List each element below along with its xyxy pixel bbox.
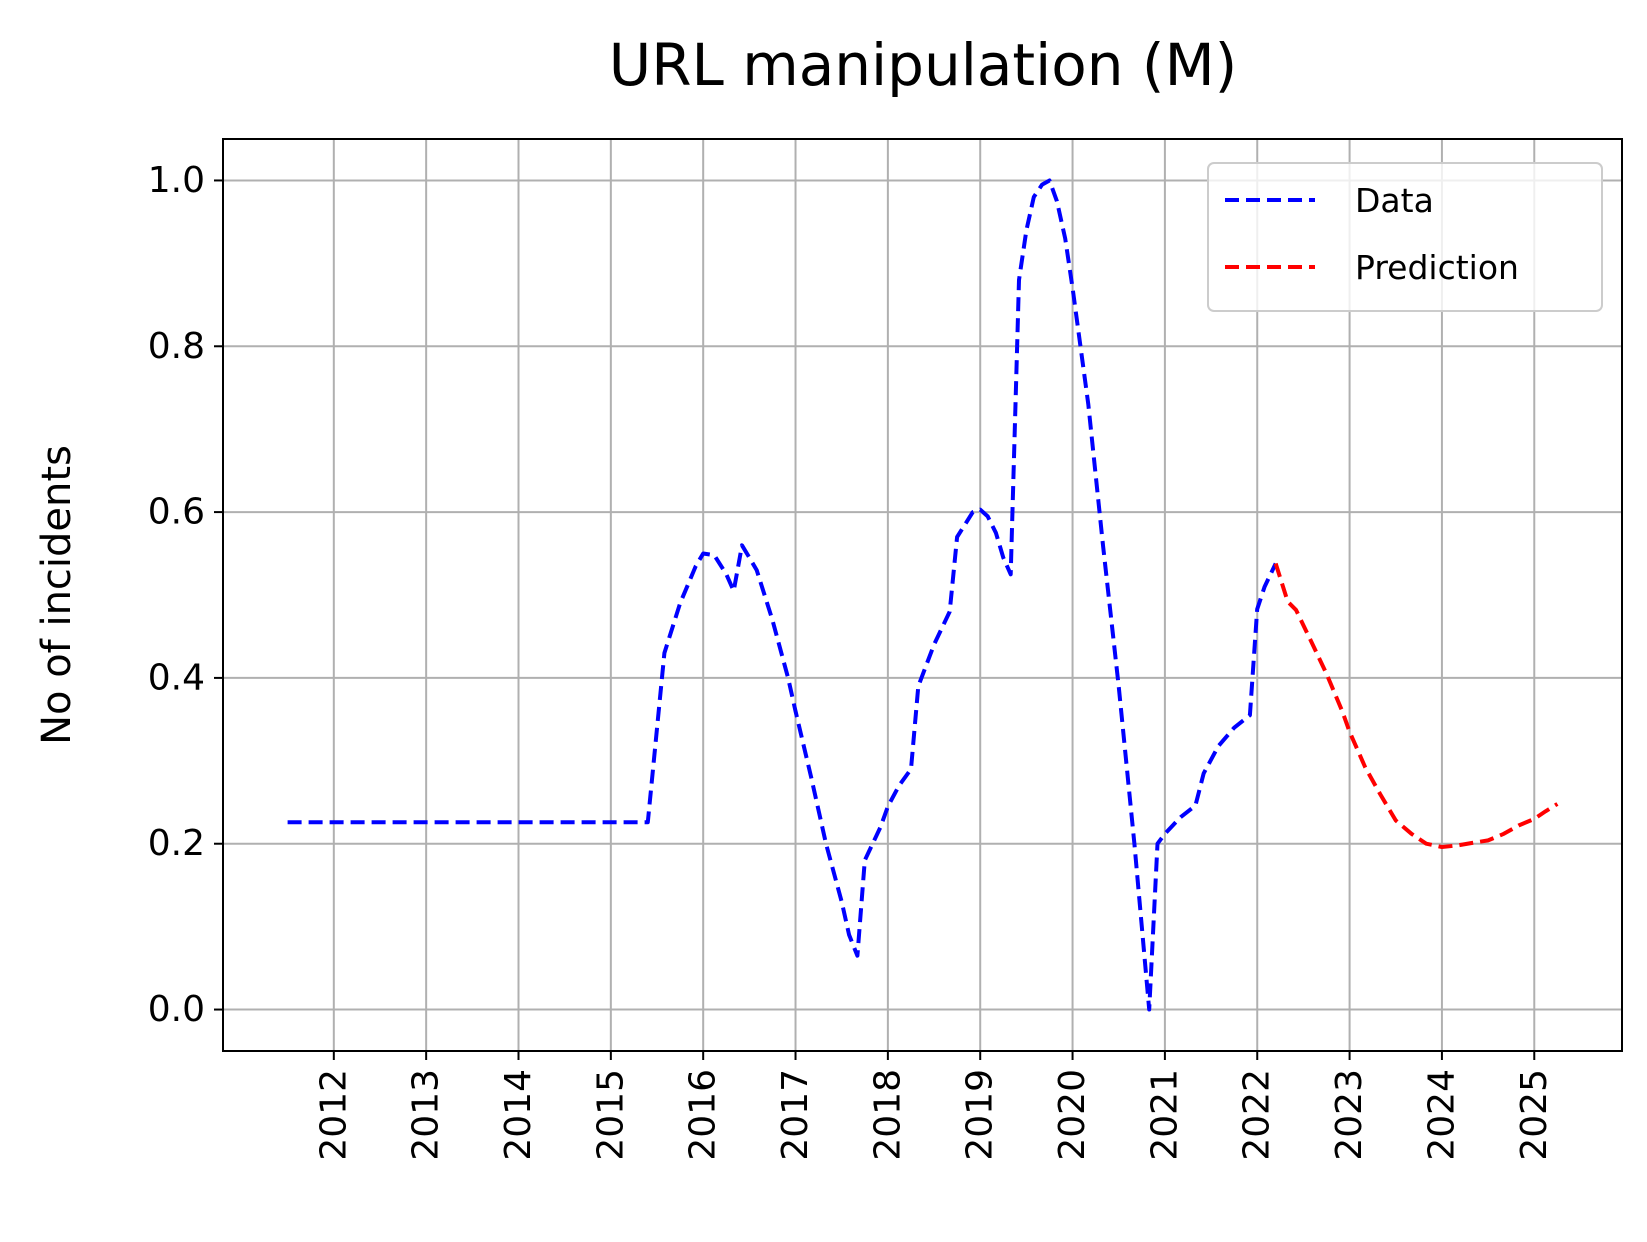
y-tick-label: 0.2 — [148, 823, 205, 864]
chart-title: URL manipulation (M) — [609, 31, 1237, 99]
x-tick-label: 2025 — [1514, 1069, 1555, 1161]
series-lines — [287, 178, 1559, 1012]
y-tick-label: 1.0 — [148, 160, 205, 201]
series-line-data — [287, 178, 1278, 1012]
legend-label-prediction: Prediction — [1355, 248, 1519, 287]
x-tick-label: 2024 — [1421, 1069, 1462, 1161]
x-tick-label: 2019 — [960, 1069, 1001, 1161]
plot-frame — [222, 138, 1623, 1052]
legend-label-data: Data — [1355, 181, 1434, 220]
x-tick-label: 2021 — [1144, 1069, 1185, 1161]
y-tick-label: 0.4 — [148, 657, 205, 698]
y-tick-label: 0.0 — [148, 989, 205, 1030]
series-line-prediction — [1273, 562, 1559, 849]
legend: Data Prediction — [1207, 162, 1603, 312]
x-tick-label: 2022 — [1237, 1069, 1278, 1161]
y-axis: 0.0 0.2 0.4 0.6 0.8 1.0 — [148, 160, 223, 1030]
y-axis-label: No of incidents — [34, 445, 80, 745]
x-tick-label: 2013 — [406, 1069, 447, 1161]
y-tick-label: 0.6 — [148, 492, 205, 533]
x-axis: 2012 2013 2014 2015 2016 2017 2018 2019 2020 2021… — [313, 1051, 1555, 1161]
x-tick-label: 2018 — [867, 1069, 908, 1161]
x-tick-label: 2023 — [1329, 1069, 1370, 1161]
x-tick-label: 2017 — [775, 1069, 816, 1161]
x-tick-label: 2020 — [1052, 1069, 1093, 1161]
x-tick-label: 2014 — [498, 1069, 539, 1161]
x-tick-label: 2012 — [313, 1069, 354, 1161]
x-tick-label: 2016 — [683, 1069, 724, 1161]
legend-box — [1207, 162, 1603, 312]
x-tick-label: 2015 — [590, 1069, 631, 1161]
y-tick-label: 0.8 — [148, 326, 205, 367]
